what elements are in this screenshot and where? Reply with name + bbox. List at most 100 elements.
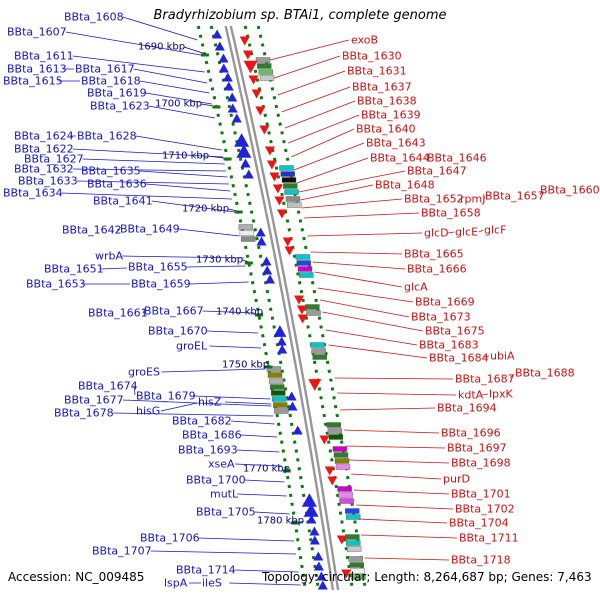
- gene-arrow-reverse[interactable]: [239, 36, 250, 46]
- feature-box[interactable]: [339, 498, 354, 504]
- gene-arrow-reverse[interactable]: [282, 237, 293, 247]
- gene-arrow-reverse[interactable]: [341, 569, 352, 579]
- gene-arrow-forward[interactable]: [277, 344, 288, 354]
- feature-box[interactable]: [283, 183, 298, 189]
- gene-label[interactable]: BBta_1694: [437, 402, 497, 415]
- gene-arrow-forward[interactable]: [292, 425, 303, 435]
- gene-label[interactable]: BBta_1648: [375, 179, 435, 192]
- gene-label[interactable]: lpxK: [489, 388, 514, 401]
- gene-arrow-reverse[interactable]: [264, 146, 275, 156]
- gene-label[interactable]: BBta_1647: [407, 165, 467, 178]
- feature-box[interactable]: [310, 342, 325, 348]
- feature-box[interactable]: [295, 254, 310, 260]
- gene-arrow-forward[interactable]: [222, 72, 233, 82]
- gene-label[interactable]: BBta_1674: [78, 380, 138, 393]
- gene-label[interactable]: BBta_1634: [3, 187, 63, 200]
- gene-arrow-reverse[interactable]: [242, 50, 253, 60]
- gene-label[interactable]: BBta_1711: [459, 532, 519, 545]
- gene-label[interactable]: BBta_1646: [427, 152, 487, 165]
- gene-arrow-forward[interactable]: [306, 514, 317, 524]
- feature-box[interactable]: [326, 422, 341, 428]
- gene-label[interactable]: BBta_1667: [144, 305, 204, 318]
- gene-label[interactable]: BBta_1705: [196, 506, 256, 519]
- feature-box[interactable]: [269, 384, 285, 390]
- gene-label[interactable]: BBta_1701: [451, 488, 511, 501]
- gene-arrow-forward[interactable]: [262, 265, 273, 275]
- gene-arrow-forward[interactable]: [287, 401, 298, 411]
- gene-label[interactable]: purD: [443, 473, 470, 486]
- gene-arrow-reverse[interactable]: [336, 535, 347, 545]
- gene-label[interactable]: xseA: [208, 458, 235, 471]
- gene-label[interactable]: BBta_1696: [441, 427, 501, 440]
- gene-label[interactable]: BBta_1642: [62, 224, 122, 237]
- gene-label[interactable]: BBta_1704: [449, 517, 509, 530]
- gene-label[interactable]: BBta_1641: [93, 195, 153, 208]
- gene-arrow-forward[interactable]: [227, 92, 238, 102]
- gene-label[interactable]: exoB: [351, 34, 378, 47]
- gene-arrow-forward[interactable]: [317, 580, 328, 590]
- feature-box[interactable]: [346, 540, 361, 546]
- feature-box[interactable]: [271, 390, 286, 396]
- gene-label[interactable]: BBta_1688: [515, 367, 575, 380]
- feature-box[interactable]: [345, 534, 360, 540]
- feature-box[interactable]: [328, 434, 344, 440]
- gene-arrow-reverse[interactable]: [272, 184, 283, 194]
- gene-label[interactable]: BBta_1707: [92, 545, 152, 558]
- gene-arrow-forward[interactable]: [301, 493, 317, 507]
- gene-arrow-reverse[interactable]: [297, 314, 308, 324]
- feature-box[interactable]: [266, 366, 282, 372]
- gene-label[interactable]: BBta_1679: [136, 390, 196, 403]
- feature-box[interactable]: [327, 428, 343, 434]
- gene-label[interactable]: BBta_1714: [176, 564, 236, 577]
- feature-box[interactable]: [258, 69, 273, 75]
- gene-label[interactable]: glcE: [455, 226, 478, 239]
- gene-label[interactable]: BBta_1652: [404, 193, 464, 206]
- gene-arrow-reverse[interactable]: [259, 125, 270, 135]
- gene-label[interactable]: BBta_1659: [131, 278, 191, 291]
- gene-label[interactable]: BBta_1651: [44, 263, 104, 276]
- gene-label[interactable]: BBta_1655: [128, 261, 188, 274]
- gene-arrow-forward[interactable]: [313, 551, 324, 561]
- feature-box[interactable]: [273, 402, 288, 408]
- gene-label[interactable]: BBta_1607: [7, 26, 67, 39]
- feature-box[interactable]: [257, 63, 272, 69]
- gene-arrow-reverse[interactable]: [324, 466, 335, 476]
- feature-box[interactable]: [311, 348, 326, 354]
- gene-arrow-forward[interactable]: [265, 274, 275, 284]
- gene-label[interactable]: BBta_1617: [75, 63, 135, 76]
- feature-box[interactable]: [238, 224, 253, 230]
- gene-label[interactable]: BBta_1657: [485, 190, 545, 203]
- gene-label[interactable]: BBta_1673: [411, 311, 471, 324]
- gene-label[interactable]: glcA: [404, 281, 428, 294]
- feature-box[interactable]: [296, 260, 311, 266]
- gene-label[interactable]: BBta_1682: [172, 415, 232, 428]
- gene-arrow-forward[interactable]: [261, 256, 272, 266]
- gene-arrow-forward[interactable]: [236, 144, 252, 158]
- gene-arrow-forward[interactable]: [218, 63, 229, 73]
- gene-arrow-forward[interactable]: [218, 53, 229, 63]
- gene-label[interactable]: ileS: [202, 577, 222, 590]
- gene-label[interactable]: BBta_1623: [90, 100, 150, 113]
- gene-arrow-forward[interactable]: [234, 133, 250, 147]
- gene-arrow-forward[interactable]: [243, 169, 254, 179]
- gene-label[interactable]: lspA: [164, 577, 188, 590]
- gene-arrow-forward[interactable]: [227, 103, 238, 113]
- feature-box[interactable]: [285, 196, 301, 202]
- gene-arrow-reverse[interactable]: [296, 305, 307, 315]
- gene-label[interactable]: BBta_1624: [14, 130, 74, 143]
- gene-arrow-forward[interactable]: [273, 325, 287, 337]
- gene-label[interactable]: BBta_1631: [347, 65, 407, 78]
- feature-box[interactable]: [267, 372, 283, 378]
- gene-label[interactable]: ubiA: [490, 350, 515, 363]
- feature-box[interactable]: [305, 304, 320, 310]
- gene-label[interactable]: BBta_1615: [3, 75, 63, 88]
- gene-arrow-reverse[interactable]: [266, 160, 277, 170]
- gene-label[interactable]: BBta_1619: [87, 87, 147, 100]
- gene-label[interactable]: BBta_1628: [77, 130, 137, 143]
- gene-label[interactable]: BBta_1686: [182, 429, 242, 442]
- gene-label[interactable]: BBta_1670: [148, 325, 208, 338]
- gene-arrow-forward[interactable]: [316, 571, 327, 581]
- gene-label[interactable]: BBta_1640: [356, 123, 416, 136]
- gene-label[interactable]: BBta_1630: [342, 50, 402, 63]
- feature-box[interactable]: [345, 508, 360, 514]
